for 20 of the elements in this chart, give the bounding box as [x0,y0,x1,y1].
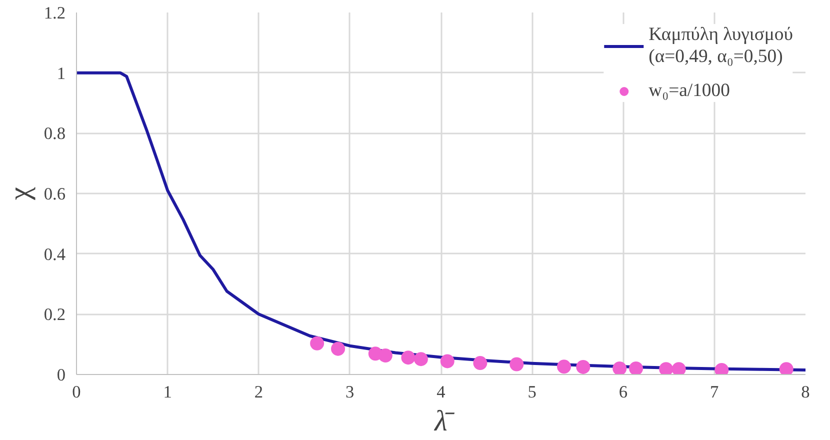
legend-label: w₀=a/1000 [648,80,730,102]
y-tick-label: 0.8 [44,124,66,144]
y-tick-label: 0 [56,366,66,384]
x-tick-label: 8 [801,382,810,402]
x-tick-label: 5 [528,382,536,402]
x-axis-title: λ̄ [434,406,456,438]
x-tick-label: 3 [346,382,354,402]
x-tick-label: 7 [710,382,720,402]
y-tick-label: 0.6 [44,184,66,204]
y-tick-label: 1 [56,64,66,83]
y-axis-title: χ [4,186,36,202]
x-tick-label: 1 [163,382,172,402]
x-tick-label: 4 [436,382,446,402]
legend-label: Καμπύλη λυγισμού (α=0,49, α₀=0,50) [648,24,793,68]
x-tick-label: 2 [254,382,264,402]
y-tick-label: 0.4 [44,244,66,264]
x-tick-label: 0 [72,382,81,402]
x-tick-label: 6 [618,382,628,402]
y-tick-label: 1.2 [44,4,66,22]
y-tick-label: 0.2 [44,305,66,324]
